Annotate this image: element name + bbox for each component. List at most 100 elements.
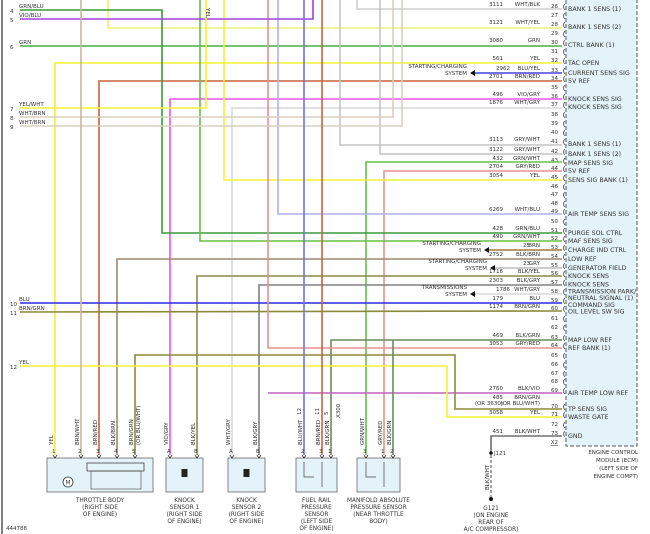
wire-color-label: WHT/BLU [515,207,540,213]
wire-left-8 [20,0,394,118]
destination-label: TRANSMISSIONS [421,285,468,291]
ecm-pin-function: BANK 1 SENS (1) [568,141,621,148]
circuit-number: 1786 [496,287,510,293]
pin-socket-icon [563,403,566,411]
destination-label: SYSTEM [465,266,487,272]
pin-number: 69 [551,388,558,394]
ecm-pin-function: OIL LEVEL SW SIG [568,309,625,316]
component-wire-color: BRN/GRN [129,419,135,445]
ecm-pin-function: TP SENS SIG [567,406,607,413]
component-name: OF ENGINE) [167,519,201,525]
pin-number: 54 [551,254,558,260]
wire-color-label: VIO/GRY [517,92,540,98]
pin-socket-icon [563,430,566,438]
pin-number: 49 [551,209,558,215]
ecm-pin-function: CHARGE IND CTRL [568,247,627,254]
component-name: PRESSURE [301,505,332,511]
ecm-pin-function: PURGE SOL CTRL [568,230,623,237]
component-pin-number: B [256,449,260,455]
component-name: SENSOR 1 [170,505,200,511]
wire-color-label: GRN [528,38,540,44]
pin-terminal-icon [96,454,102,459]
destination-label: SYSTEM [459,248,481,254]
circuit-number: 2701 [489,74,503,80]
circuit-number: 451 [493,429,504,435]
wire-color-label: BLU/YEL [518,66,541,72]
wire-color-label: GRN/WHT [513,234,541,240]
pin-number: 29 [551,31,558,37]
arrow-icon [484,247,489,253]
piezo-element-icon [243,469,250,477]
pin-socket-icon [563,305,566,313]
pin-number: 43 [551,158,558,164]
pin-terminal-icon [114,454,120,459]
left-pin-number: 4 [10,9,14,15]
connector-id: X2 [551,440,558,446]
splice-label: J121 [493,451,506,457]
circuit-number: 3080 [489,38,503,44]
ecm-name: ENGINE COMPT) [593,474,638,480]
pin-number: 34 [551,76,558,82]
component-name: THROTTLE BODY [75,498,125,504]
left-pin-number: 12 [10,365,17,371]
circuit-number: 179 [493,296,504,302]
component-wire-color-alt: (OR BLU/WHT) [136,405,142,445]
component-wire-color: VIO/GRY [164,422,170,445]
wire-3053 [267,0,562,349]
piezo-element-icon [181,469,188,477]
pin-terminal-icon [256,454,262,459]
ground-label: G121 [483,506,499,512]
destination-label: STARTING/CHARGING [428,259,487,265]
pin-terminal-icon [319,454,325,459]
left-wire-color: GRN/BLU [19,4,44,10]
wire-2701 [98,80,562,455]
pin-socket-icon [563,39,566,47]
wire-color-label: BRN/GRN [514,395,540,401]
ecm-pin-function: 5V REF [568,168,591,175]
circuit-number: 485 [493,395,504,401]
circuit-number: 3111 [489,2,503,8]
ecm-pin-function: AIR TEMP LOW REF [568,390,628,397]
wire-2752 [116,258,562,455]
pin-socket-icon [563,387,566,395]
pin-number: 40 [551,130,558,136]
wire-color-label: WHT/GRY [514,287,541,293]
pin-socket-icon [563,262,566,270]
circuit-number: 3121 [489,20,503,26]
sensor-resistor-icon [303,462,323,487]
pin-socket-icon [563,57,566,65]
left-pin-number: 7 [10,107,14,113]
destination-label: STARTING/CHARGING [422,241,481,247]
circuit-number: 6269 [489,207,503,213]
component-pin-number: 2 [390,449,394,455]
ecm-pin-function: GND [568,433,583,440]
pin-number: 39 [551,121,558,127]
pin-terminal-icon [194,454,200,459]
pin-number: 28 [551,22,558,28]
component-pin-number: 2 [301,449,305,455]
wire-428 [20,9,562,234]
pin-number: 31 [551,49,558,55]
pin-number: 56 [551,271,558,277]
component-pin-number: 2 [78,449,82,455]
pin-number: 59 [551,298,558,304]
pin-socket-icon [563,244,566,252]
wire-color-label: BRN [528,243,540,249]
pin-socket-icon [563,218,566,226]
wire-451 [490,435,562,453]
wire-color-label: GRN/BLU [515,226,540,232]
left-wire-color: WHT/BRN [19,111,46,117]
connector-pin-number: 5 [324,411,330,415]
component-pin-number: A [229,449,233,455]
ecm-pin-function: MAP SENS SIG [568,160,613,167]
circuit-number: 23 [523,261,530,267]
ecm-name: ENGINE CONTROL [588,450,639,456]
wire-3058 [20,365,562,418]
circuit-number: 3113 [489,137,503,143]
wire-2303 [258,284,562,455]
ecm-pin-function: BANK 1 SENS (1) [568,6,621,13]
pin-number: 45 [551,175,558,181]
component-pin-number: A [167,449,171,455]
pin-socket-icon [563,421,566,429]
wire-485 [134,354,562,455]
